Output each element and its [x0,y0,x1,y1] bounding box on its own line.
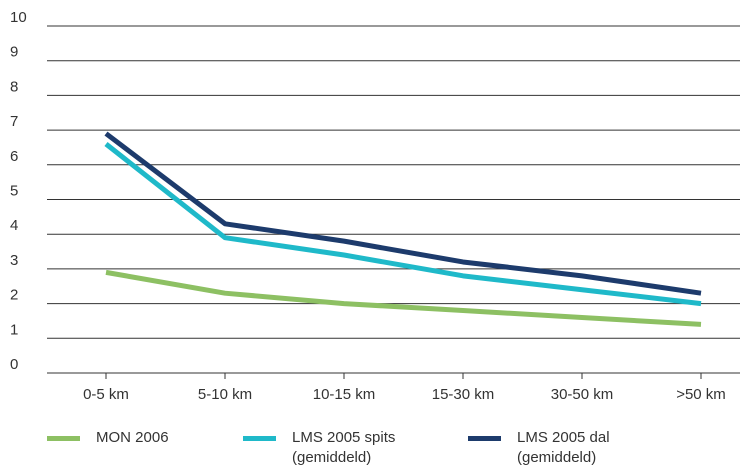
y-tick-label: 3 [10,252,18,269]
series-line [104,131,702,296]
legend-swatch [47,436,80,441]
y-tick-label: 6 [10,148,18,165]
y-tick-label: 0 [10,356,18,373]
y-tick-label: 4 [10,217,18,234]
legend-label: MON 2006 [96,429,169,446]
legend-item: LMS 2005 spits (gemiddeld) [243,428,427,468]
x-tick-label: 10-15 km [313,386,376,403]
y-tick-label: 5 [10,182,18,199]
legend-label: LMS 2005 dal (gemiddeld) [517,429,610,466]
legend-item: LMS 2005 dal (gemiddeld) [468,428,652,468]
y-tick-label: 8 [10,78,18,95]
y-tick-label: 10 [10,9,27,26]
x-tick-label: >50 km [676,386,726,403]
y-tick-label: 9 [10,44,18,61]
chart: 0 1 2 3 4 5 6 7 8 9 10 0-5 km 5-10 km 10-15 km 15-30 k… [10,9,740,403]
x-tick-label: 0-5 km [83,386,129,403]
legend-item: MON 2006 [47,428,231,448]
series-line [104,142,702,307]
y-tick-label: 2 [10,287,18,304]
x-tick-label: 5-10 km [198,386,252,403]
series-line [105,269,702,327]
legend-label: LMS 2005 spits (gemiddeld) [292,429,396,466]
y-tick-label: 1 [10,321,18,338]
x-tick-label: 15-30 km [432,386,495,403]
x-tick-label: 30-50 km [551,386,614,403]
legend-swatch [243,436,276,441]
y-tick-label: 7 [10,113,18,130]
legend-swatch [468,436,501,441]
